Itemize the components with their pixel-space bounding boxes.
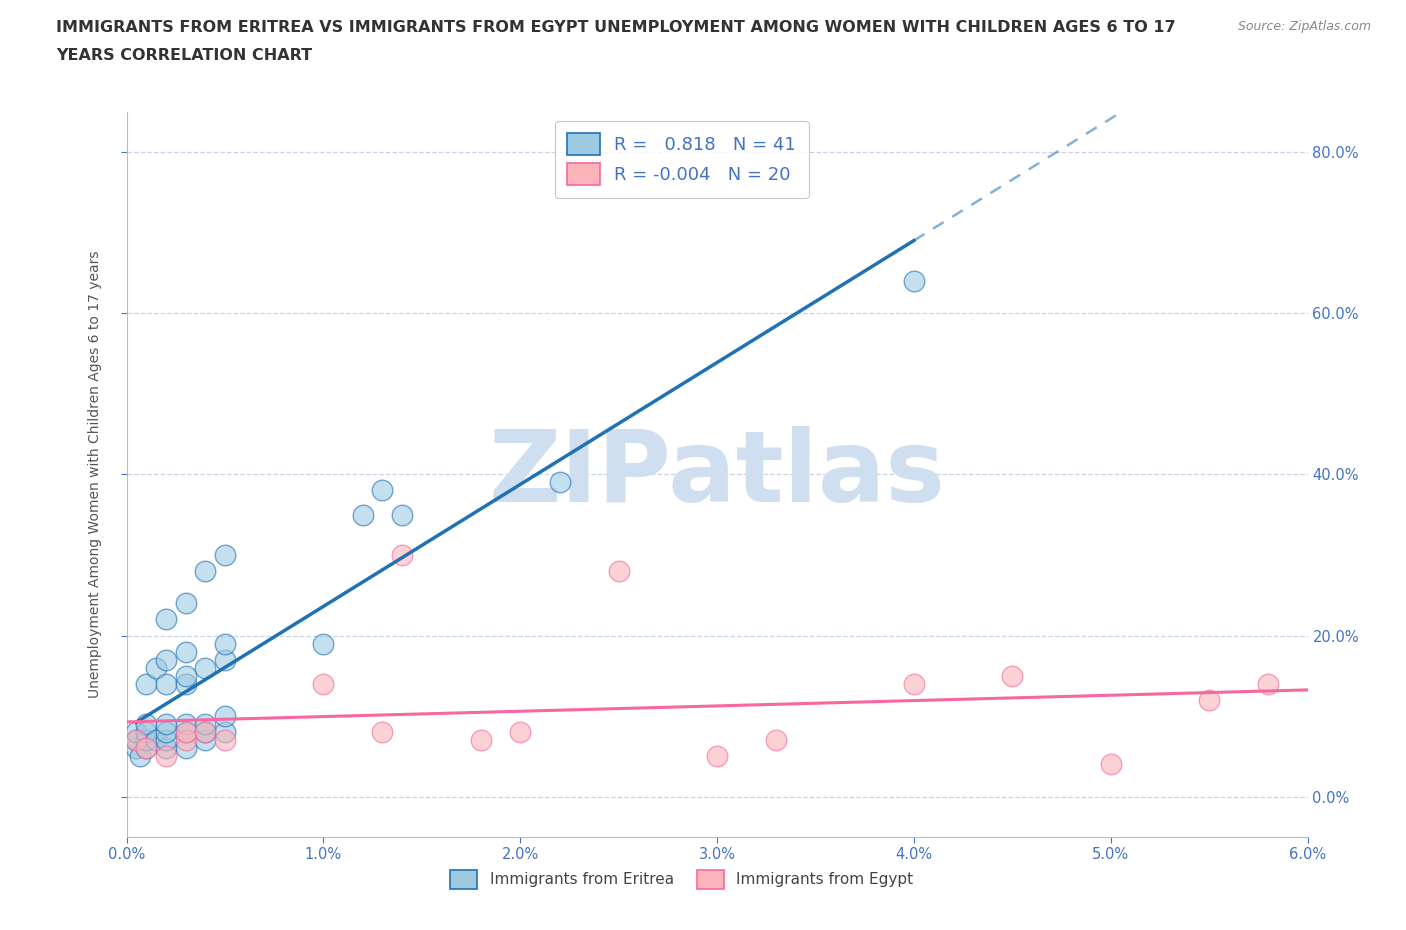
- Point: [174, 741, 197, 756]
- Point: [174, 724, 197, 739]
- Point: [145, 733, 167, 748]
- Point: [135, 741, 157, 756]
- Text: ZIPatlas: ZIPatlas: [489, 426, 945, 523]
- Text: IMMIGRANTS FROM ERITREA VS IMMIGRANTS FROM EGYPT UNEMPLOYMENT AMONG WOMEN WITH C: IMMIGRANTS FROM ERITREA VS IMMIGRANTS FR…: [56, 20, 1175, 35]
- Point: [214, 636, 236, 651]
- Point: [155, 724, 177, 739]
- Point: [135, 733, 157, 748]
- Point: [174, 733, 197, 748]
- Point: [214, 652, 236, 667]
- Text: Source: ZipAtlas.com: Source: ZipAtlas.com: [1237, 20, 1371, 33]
- Point: [391, 548, 413, 563]
- Point: [371, 483, 394, 498]
- Point: [135, 676, 157, 691]
- Point: [214, 709, 236, 724]
- Point: [312, 676, 335, 691]
- Point: [125, 741, 148, 756]
- Point: [125, 733, 148, 748]
- Y-axis label: Unemployment Among Women with Children Ages 6 to 17 years: Unemployment Among Women with Children A…: [89, 250, 103, 698]
- Point: [903, 273, 925, 288]
- Point: [174, 669, 197, 684]
- Point: [174, 644, 197, 659]
- Point: [194, 564, 217, 578]
- Point: [129, 749, 152, 764]
- Point: [125, 733, 148, 748]
- Point: [174, 676, 197, 691]
- Point: [509, 724, 531, 739]
- Point: [174, 724, 197, 739]
- Point: [214, 724, 236, 739]
- Point: [135, 741, 157, 756]
- Point: [194, 724, 217, 739]
- Point: [1198, 693, 1220, 708]
- Point: [155, 676, 177, 691]
- Point: [155, 717, 177, 732]
- Point: [1001, 669, 1024, 684]
- Point: [174, 717, 197, 732]
- Point: [214, 548, 236, 563]
- Point: [194, 733, 217, 748]
- Text: YEARS CORRELATION CHART: YEARS CORRELATION CHART: [56, 48, 312, 63]
- Point: [1257, 676, 1279, 691]
- Legend: Immigrants from Eritrea, Immigrants from Egypt: Immigrants from Eritrea, Immigrants from…: [444, 864, 920, 895]
- Point: [194, 660, 217, 675]
- Point: [174, 596, 197, 611]
- Point: [155, 612, 177, 627]
- Point: [135, 724, 157, 739]
- Point: [903, 676, 925, 691]
- Point: [194, 724, 217, 739]
- Point: [371, 724, 394, 739]
- Point: [548, 475, 571, 490]
- Point: [706, 749, 728, 764]
- Point: [155, 652, 177, 667]
- Point: [352, 507, 374, 522]
- Point: [470, 733, 492, 748]
- Point: [155, 741, 177, 756]
- Point: [135, 717, 157, 732]
- Point: [194, 717, 217, 732]
- Point: [607, 564, 630, 578]
- Point: [155, 733, 177, 748]
- Point: [155, 749, 177, 764]
- Point: [125, 724, 148, 739]
- Point: [765, 733, 787, 748]
- Point: [1099, 757, 1122, 772]
- Point: [214, 733, 236, 748]
- Point: [312, 636, 335, 651]
- Point: [145, 660, 167, 675]
- Point: [391, 507, 413, 522]
